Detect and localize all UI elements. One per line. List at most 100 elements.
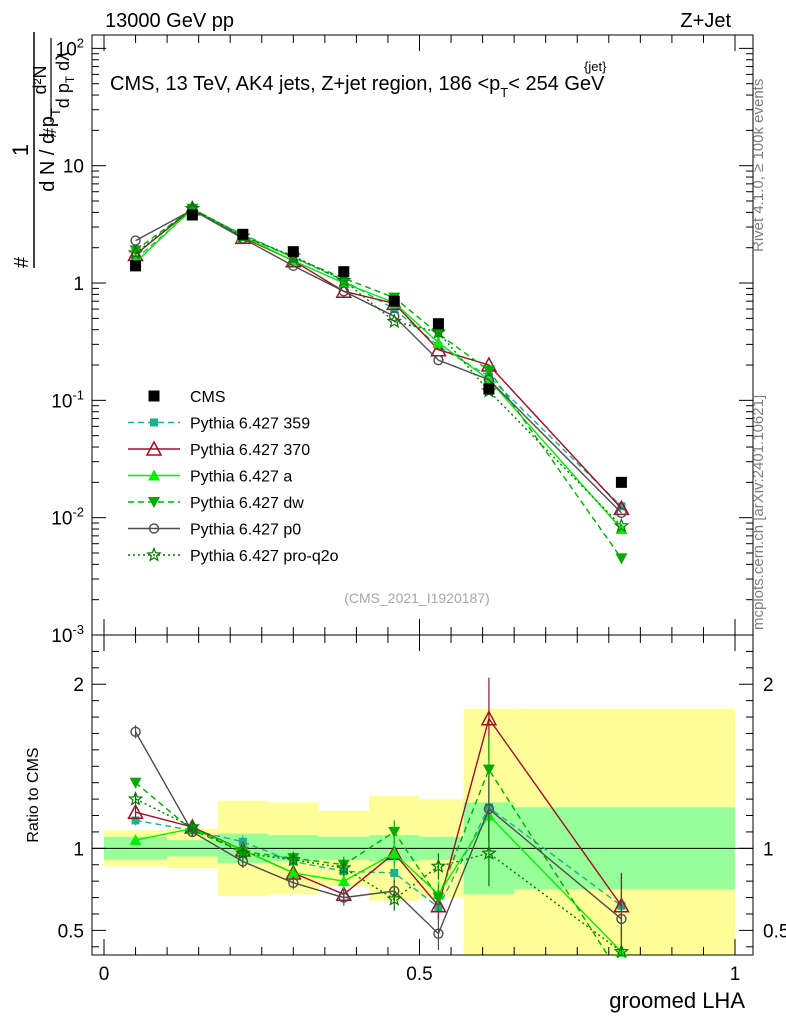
- y-label-hash: #: [11, 256, 33, 268]
- main-series-line: [135, 209, 622, 507]
- legend-marker: [148, 523, 160, 534]
- main-series-point: [482, 365, 495, 377]
- ratio-y-tick-label: 1: [73, 839, 84, 860]
- main-y-tick-label: 10-2: [51, 505, 84, 530]
- main-series-point: [335, 282, 353, 299]
- ratio-series-point: [430, 897, 447, 913]
- legend-marker: [148, 497, 160, 508]
- legend-marker: [148, 469, 160, 481]
- main-series-point: [129, 245, 142, 257]
- ratio-series-point: [481, 845, 497, 860]
- main-series-point: [433, 354, 444, 366]
- ratio-series-point: [129, 777, 142, 789]
- ratio-series-point: [430, 858, 447, 873]
- main-y-ticks: 10-3 10-2 10-1 1 10 102: [51, 35, 753, 647]
- legend-label: CMS: [190, 389, 226, 406]
- main-y-axis-label: 1 d N / d pT: [8, 32, 63, 268]
- x-ticks: 0 0.5 1: [99, 35, 741, 985]
- ratio-series-point: [388, 847, 401, 859]
- ratio-series-point: [285, 851, 302, 867]
- plot-title-end: < 254 GeV: [508, 73, 605, 95]
- main-series-point: [613, 499, 630, 516]
- main-series-point: [613, 517, 630, 533]
- ratio-series-point: [184, 818, 201, 834]
- legend-label: Pythia 6.427 a: [190, 469, 292, 486]
- ratio-y-tick-label: 2: [73, 675, 84, 696]
- plot-title: CMS, 13 TeV, AK4 jets, Z+jet region, 186…: [110, 73, 605, 100]
- main-series-point: [336, 272, 352, 288]
- legend-label: Pythia 6.427 359: [190, 416, 310, 433]
- main-y-tick-label: 10-3: [51, 622, 84, 647]
- x-tick-label: 1: [730, 964, 741, 985]
- ratio-series-point: [386, 891, 403, 906]
- main-series-point: [389, 311, 400, 322]
- plot-title-sub: T: [500, 85, 508, 100]
- main-y-tick-label: 10: [63, 157, 84, 178]
- main-series-point: [617, 502, 626, 511]
- y-label-frac-one: 1: [8, 144, 33, 156]
- main-y-tick-label: 102: [56, 35, 84, 60]
- ratio-series-point: [616, 913, 627, 925]
- header-left-label: 13000 GeV pp: [105, 10, 234, 32]
- header-right-label: Z+Jet: [680, 10, 731, 32]
- ratio-y-ticks: 0.5 0.5 1 1 2 2: [58, 650, 786, 948]
- main-series-point: [127, 244, 144, 260]
- main-series-line: [135, 209, 622, 514]
- cms-data-point: [287, 246, 299, 258]
- ratio-series-point: [337, 875, 350, 887]
- x-axis-label: groomed LHA: [609, 988, 745, 1013]
- legend-label: Pythia 6.427 pro-q2o: [190, 548, 339, 565]
- ratio-y-tick-label-right: 1: [763, 839, 774, 860]
- ratio-series-point: [131, 816, 140, 825]
- cms-data-point: [432, 318, 444, 330]
- main-series-point: [615, 553, 628, 565]
- cms-data-point: [483, 383, 495, 395]
- legend-label: Pythia 6.427 p0: [190, 522, 301, 539]
- main-series-point: [386, 313, 403, 329]
- y-label-d2n: d²N: [30, 65, 50, 94]
- main-series-point: [432, 336, 445, 348]
- analysis-id-watermark: (CMS_2021_I1920187): [344, 590, 490, 606]
- ratio-series: [127, 677, 630, 959]
- main-y-tick-label: 10-1: [51, 387, 84, 412]
- cms-data-point: [237, 228, 249, 240]
- ratio-series-point: [130, 726, 141, 738]
- mcplots-label: mcplots.cern.ch [arXiv:2401.10621]: [750, 395, 767, 630]
- cms-data-point: [615, 476, 627, 488]
- ratio-series-point: [288, 877, 299, 888]
- ratio-plot-frame: [91, 634, 754, 956]
- legend-label: Pythia 6.427 dw: [190, 495, 304, 512]
- legend-marker: [146, 546, 162, 562]
- ratio-series-point: [482, 764, 495, 776]
- ratio-y-tick-label: 0.5: [58, 921, 84, 942]
- ratio-y-axis-label: Ratio to CMS: [25, 747, 42, 842]
- rivet-version-label: Rivet 4.1.0, ≥ 100k events: [750, 79, 767, 252]
- ratio-series-point: [433, 928, 444, 939]
- ratio-series-point: [235, 845, 251, 860]
- main-series-point: [430, 324, 447, 339]
- ratio-series-point: [336, 859, 352, 875]
- main-series-point: [338, 286, 349, 297]
- ratio-series-point: [287, 866, 300, 878]
- ratio-series-point: [127, 790, 144, 806]
- ratio-bands: [92, 708, 753, 955]
- legend-marker: [150, 418, 158, 427]
- ratio-y-tick-label-right: 0.5: [763, 921, 786, 942]
- ratio-series-point: [129, 834, 142, 846]
- cms-data-point: [186, 209, 198, 221]
- main-y-tick-label: 1: [73, 274, 84, 295]
- ratio-series-point: [127, 803, 144, 819]
- ratio-y-tick-label-right: 2: [763, 675, 774, 696]
- y-label-hash-2: #: [40, 128, 60, 138]
- ratio-series-point: [388, 826, 401, 838]
- legend-marker: [148, 390, 160, 402]
- plot-title-main: CMS, 13 TeV, AK4 jets, Z+jet region, 186…: [110, 73, 500, 95]
- x-tick-label: 0.5: [406, 964, 432, 985]
- main-series: [127, 200, 630, 565]
- main-series-point: [130, 235, 141, 246]
- cms-data-point: [338, 266, 350, 278]
- main-plot-frame: [91, 34, 754, 636]
- legend-marker: [145, 440, 163, 456]
- ratio-series-point: [483, 803, 495, 815]
